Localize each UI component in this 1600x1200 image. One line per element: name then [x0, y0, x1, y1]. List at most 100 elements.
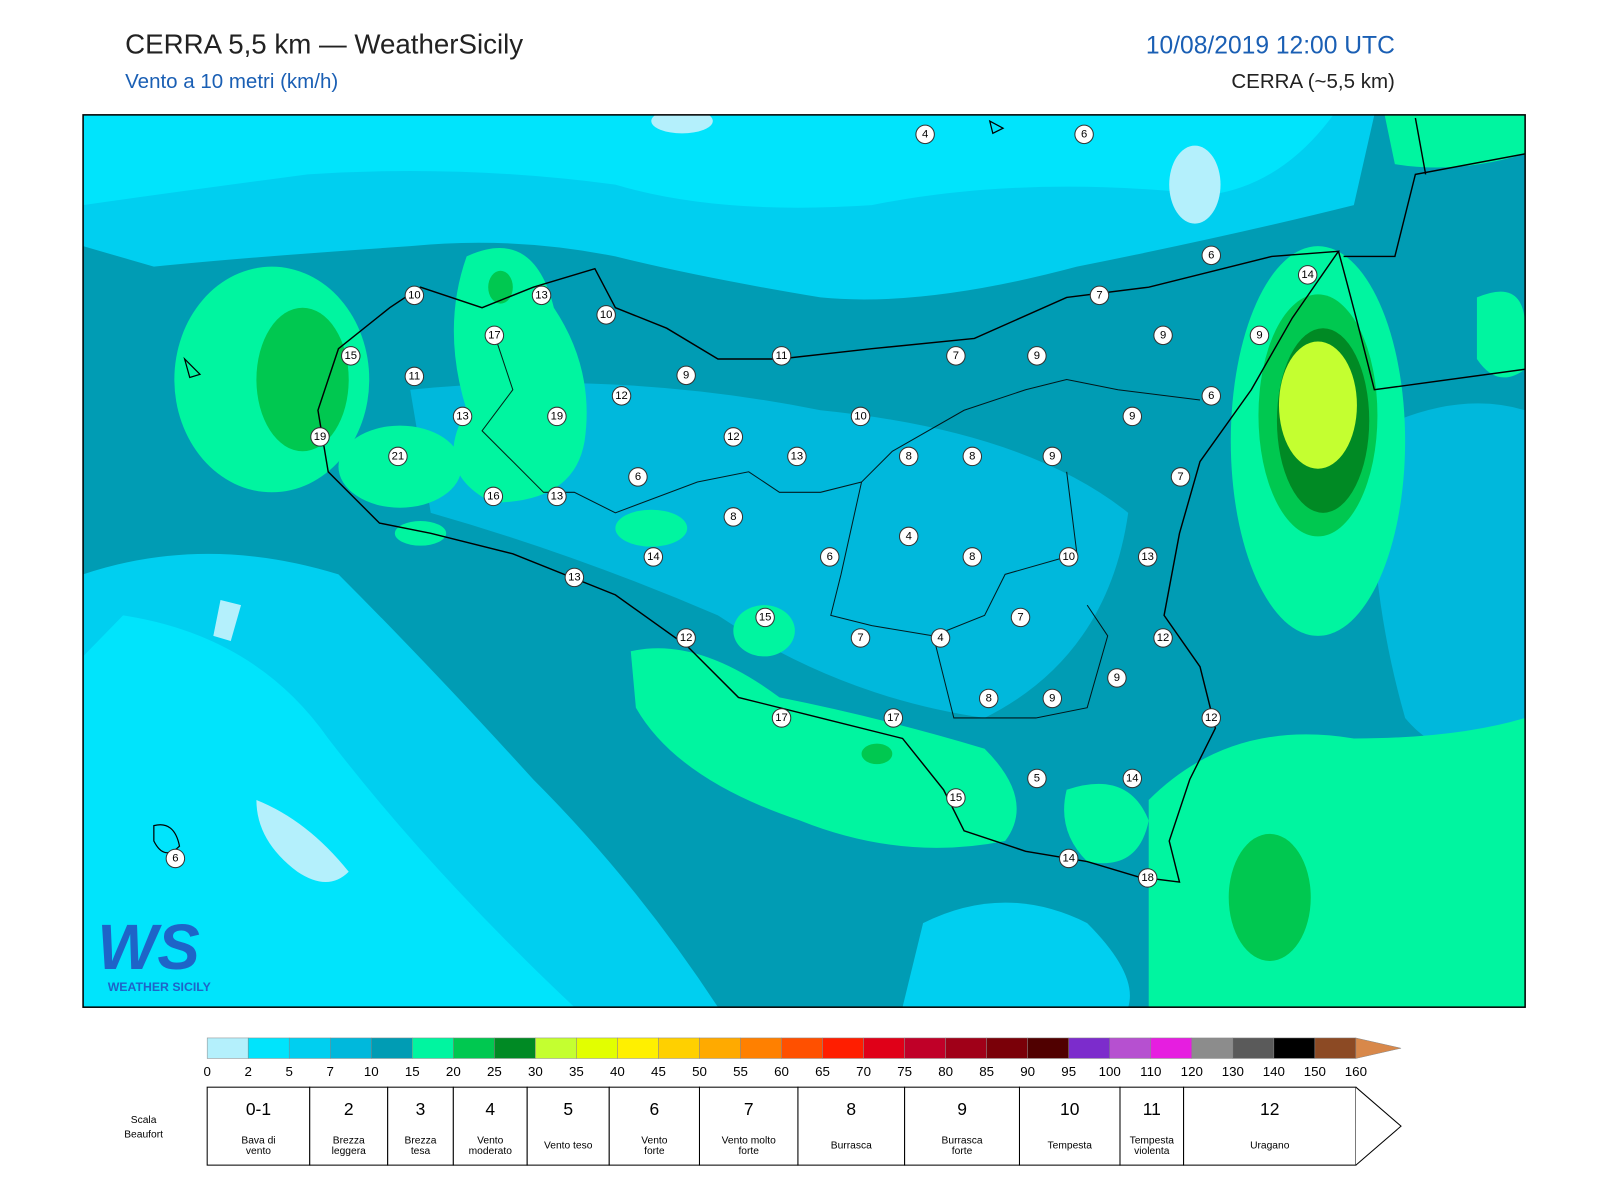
station-value: 9 — [1129, 410, 1135, 422]
station-value: 12 — [1157, 632, 1170, 644]
station-value: 4 — [906, 530, 912, 542]
station-marker — [898, 526, 919, 547]
station-marker — [1058, 547, 1079, 567]
beaufort-box — [1183, 1086, 1357, 1166]
station-marker — [388, 446, 408, 467]
colorbar-box — [986, 1037, 1028, 1059]
colorbar-box — [453, 1037, 495, 1059]
station-value: 17 — [488, 329, 501, 341]
station-value: 6 — [172, 852, 178, 864]
beaufort-force: 7 — [744, 1099, 754, 1119]
station-value: 14 — [1301, 269, 1314, 281]
station-marker — [596, 305, 616, 325]
colorbar-box — [288, 1037, 331, 1059]
station-marker — [755, 607, 775, 628]
station-marker — [1042, 688, 1063, 709]
station-marker — [978, 688, 999, 709]
station-value: 15 — [345, 350, 358, 362]
beaufort-desc: violenta — [1134, 1146, 1170, 1157]
beaufort-box — [309, 1086, 389, 1166]
station-marker — [1027, 768, 1047, 789]
colorbar-tick-label: 5 — [286, 1064, 293, 1079]
station-value: 10 — [600, 309, 613, 321]
station-value: 13 — [535, 289, 548, 301]
station-value: 9 — [1114, 672, 1120, 684]
beaufort-box — [206, 1086, 311, 1166]
station-value: 9 — [683, 369, 689, 381]
station-marker — [962, 547, 983, 567]
station-value: 6 — [827, 551, 833, 563]
colorbar-tick-label: 40 — [610, 1064, 625, 1079]
colorbar-tick-label: 55 — [733, 1064, 748, 1079]
colorbar-tick-label: 120 — [1181, 1064, 1203, 1079]
colorbar-tick-label: 110 — [1140, 1064, 1161, 1079]
beaufort-desc: Tempesta — [1130, 1136, 1175, 1147]
colorbar-box — [535, 1037, 577, 1059]
colorbar-box — [1150, 1037, 1193, 1059]
colorbar-box — [1027, 1037, 1069, 1059]
station-marker — [404, 285, 425, 306]
station-marker — [1089, 285, 1110, 306]
colorbar-tick-label: 75 — [897, 1064, 912, 1079]
colorbar-tick-label: 70 — [856, 1064, 871, 1079]
colorbar-box — [617, 1037, 659, 1059]
colorbar-box — [658, 1037, 700, 1059]
station-marker — [1249, 325, 1270, 346]
beaufort-force: 11 — [1143, 1099, 1161, 1119]
station-marker — [1058, 848, 1079, 869]
station-marker — [1137, 547, 1158, 567]
station-value: 12 — [727, 431, 740, 443]
station-marker — [547, 486, 567, 507]
beaufort-force: 10 — [1060, 1099, 1080, 1119]
beaufort-desc: Vento molto — [722, 1136, 776, 1147]
station-marker — [452, 406, 473, 427]
beaufort-desc: Bava di — [241, 1136, 275, 1147]
colorbar-box — [740, 1037, 782, 1059]
beaufort-desc: Burrasca — [942, 1136, 983, 1147]
colorbar-box — [1068, 1037, 1110, 1059]
beaufort-force: 4 — [485, 1099, 495, 1119]
colorbar-box — [494, 1037, 536, 1059]
beaufort-box — [1119, 1086, 1185, 1166]
beaufort-label: Beaufort — [124, 1129, 163, 1140]
beaufort-box — [698, 1086, 799, 1166]
colorbar-tick-label: 2 — [244, 1064, 251, 1079]
station-marker — [628, 467, 648, 487]
title: CERRA 5,5 km — WeatherSicily — [125, 28, 523, 59]
beaufort-force: 12 — [1260, 1099, 1279, 1119]
station-marker — [946, 346, 966, 366]
beaufort-desc: Brezza — [405, 1136, 437, 1147]
colorbar-box — [699, 1037, 741, 1059]
station-marker — [723, 427, 744, 447]
colorbar-box — [822, 1037, 864, 1059]
beaufort-desc: tesa — [411, 1146, 431, 1157]
station-value: 10 — [854, 410, 867, 422]
colorbar-box — [329, 1037, 372, 1059]
colorbar-box — [206, 1037, 249, 1059]
map-frame — [82, 114, 1526, 1008]
colorbar-tick-label: 95 — [1061, 1064, 1076, 1079]
station-value: 6 — [1081, 128, 1087, 140]
station-value: 7 — [1017, 611, 1023, 623]
colorbar-box — [781, 1037, 823, 1059]
beaufort-force: 2 — [344, 1099, 354, 1119]
station-marker — [898, 446, 919, 467]
colorbar-arrow — [1355, 1037, 1402, 1059]
logo-name: WEATHER SICILY — [108, 980, 211, 994]
station-value: 12 — [680, 632, 693, 644]
colorbar-box — [904, 1037, 946, 1059]
station-marker — [1297, 265, 1318, 285]
beaufort-desc: Brezza — [333, 1136, 365, 1147]
station-marker — [820, 547, 840, 567]
beaufort-force: 9 — [957, 1099, 967, 1119]
station-marker — [787, 446, 807, 467]
station-marker — [676, 628, 696, 648]
station-marker — [1122, 768, 1143, 789]
station-value: 8 — [906, 450, 912, 462]
station-value: 4 — [937, 632, 943, 644]
station-value: 6 — [635, 471, 641, 483]
station-value: 19 — [314, 431, 327, 443]
beaufort-desc: vento — [246, 1146, 271, 1157]
station-value: 15 — [950, 792, 963, 804]
